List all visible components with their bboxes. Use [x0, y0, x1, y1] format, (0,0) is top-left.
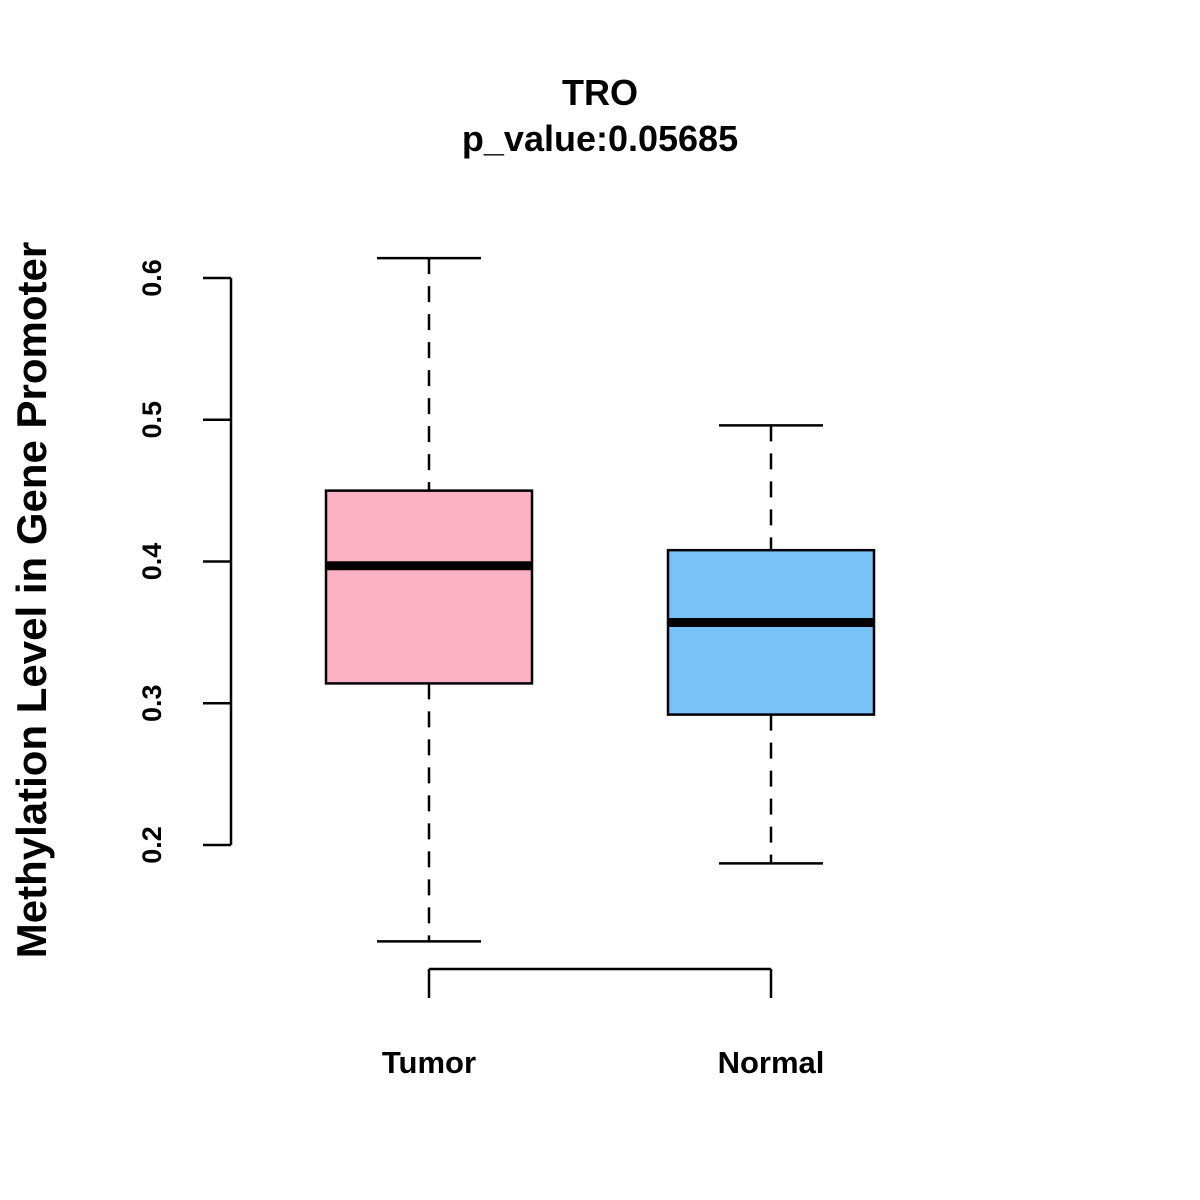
y-tick-label: 0.6 [137, 259, 167, 297]
y-tick-label: 0.4 [137, 543, 167, 581]
y-tick-label: 0.5 [137, 401, 167, 439]
x-tick-label: Normal [718, 1045, 825, 1080]
y-axis: 0.2 0.3 0.4 0.5 0.6 [137, 259, 233, 864]
box-normal [666, 424, 876, 865]
chart-title: TRO [562, 72, 638, 113]
boxes [324, 256, 876, 943]
y-tick-label: 0.2 [137, 826, 167, 864]
x-axis: Tumor Normal [382, 967, 825, 1080]
iqr-box [324, 489, 534, 685]
y-tick-label: 0.3 [137, 684, 167, 722]
y-axis-label: Methylation Level in Gene Promoter [8, 242, 55, 958]
chart-subtitle: p_value:0.05685 [462, 118, 738, 159]
x-tick-label: Tumor [382, 1045, 476, 1080]
box-tumor [324, 256, 534, 943]
iqr-box [666, 548, 876, 716]
